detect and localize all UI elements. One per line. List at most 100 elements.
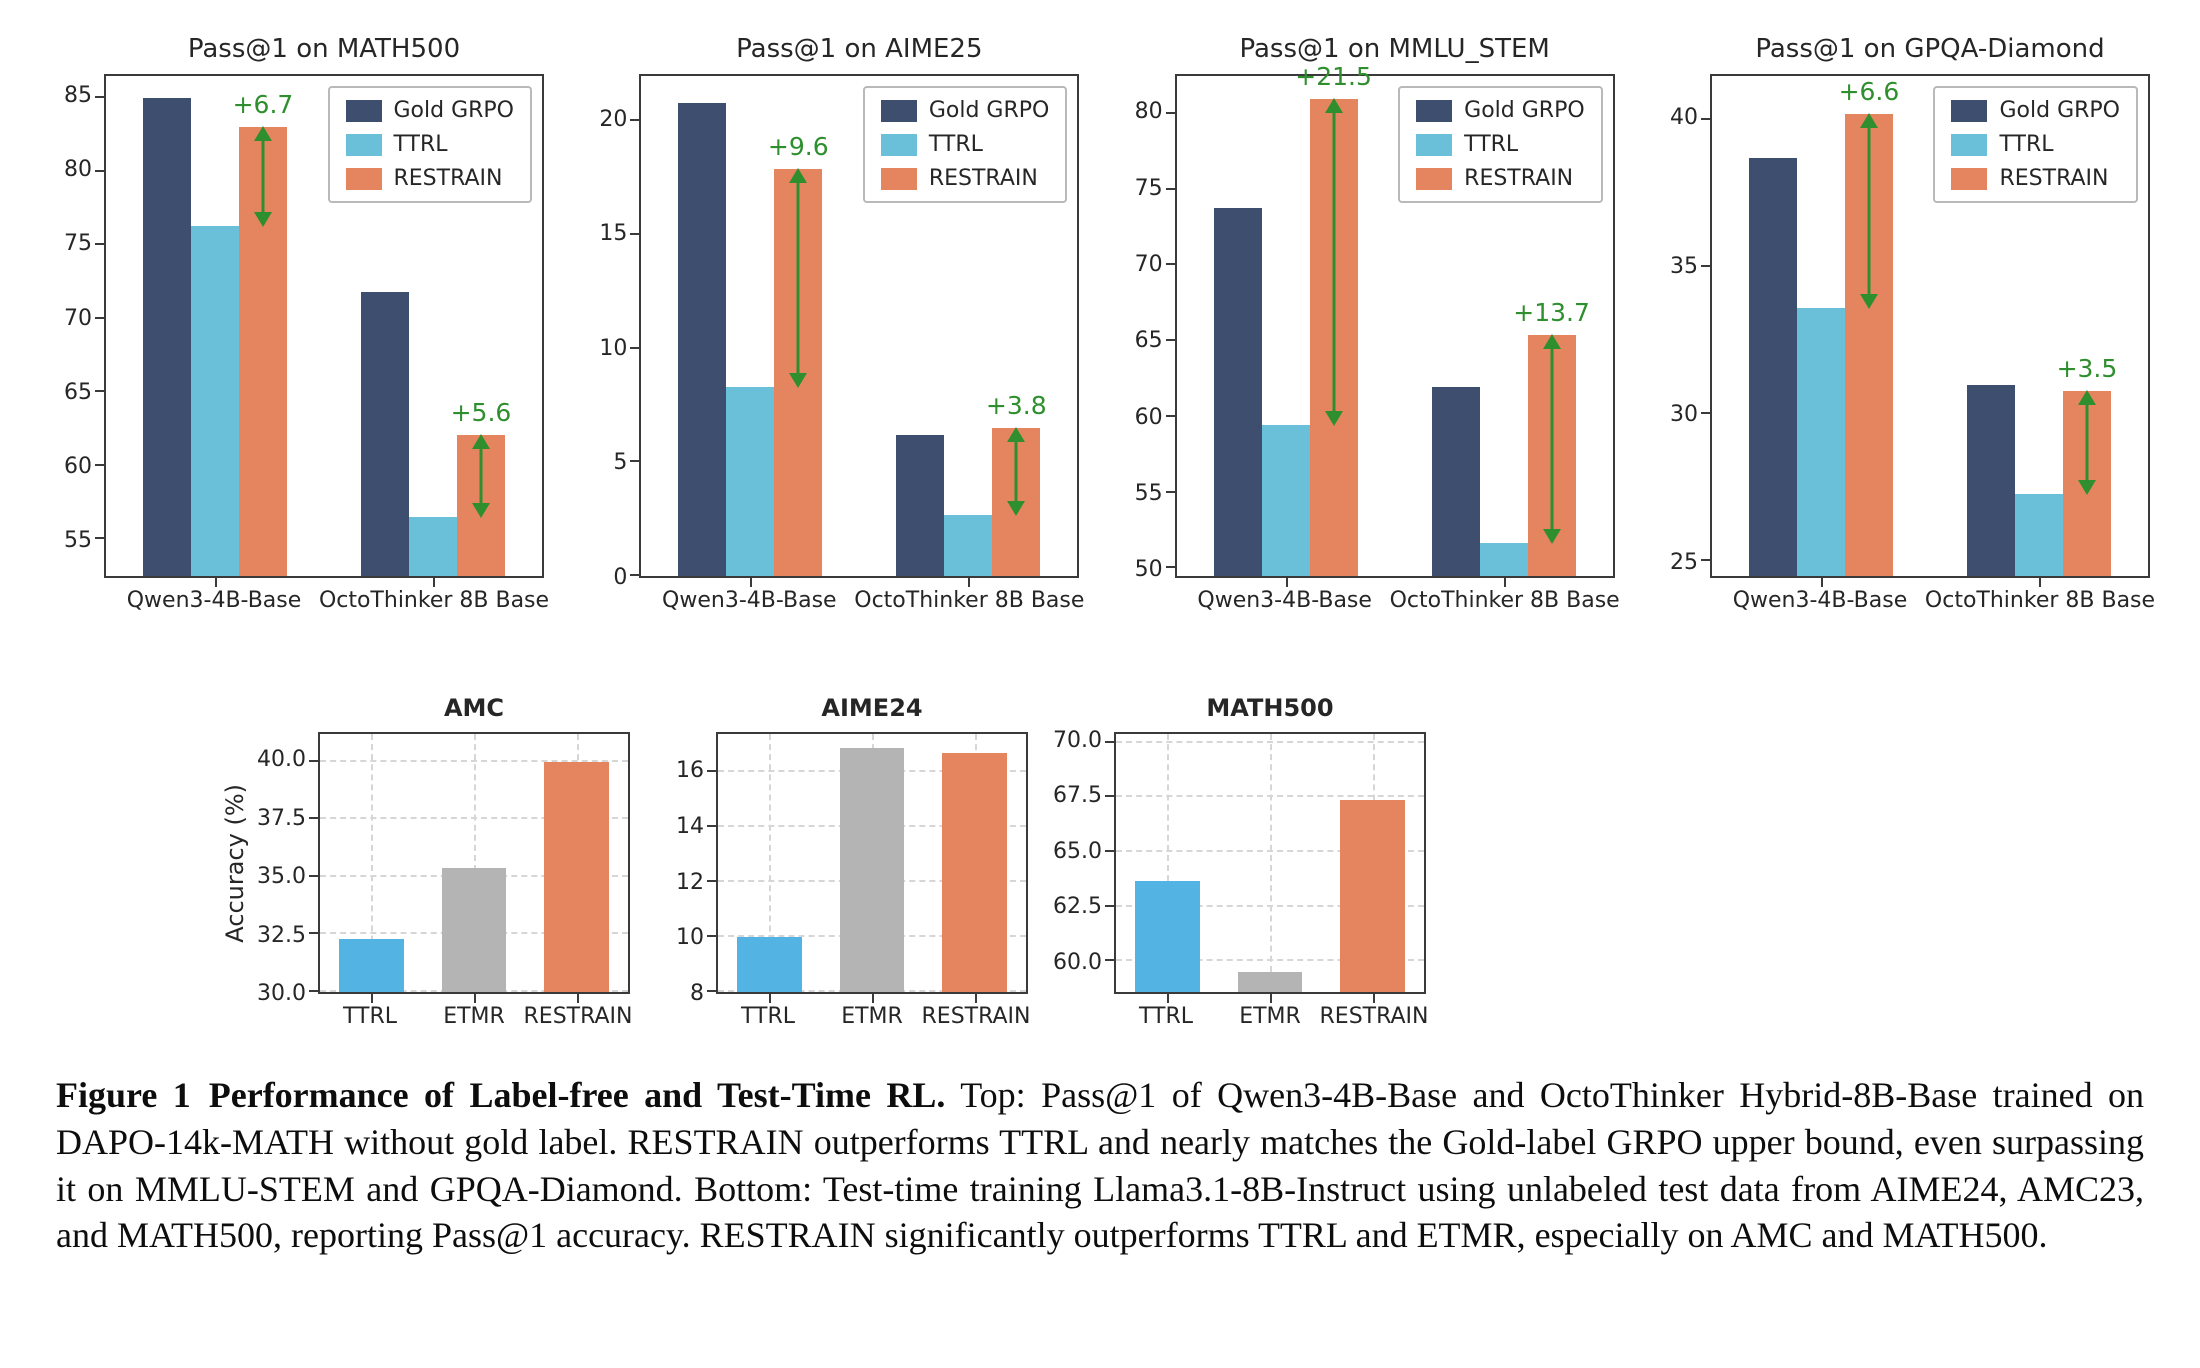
chart-body: 55 60 65 70 75 80 85 +6.7 +5.6 Gold GRPO TTRL RESTR… (50, 74, 544, 587)
x-category-label: ETMR (841, 1004, 903, 1029)
x-category-label: TTRL (740, 1004, 796, 1029)
plot-area: +6.6 +3.5 Gold GRPO TTRL RESTRAIN (1700, 74, 2150, 587)
bar-ttrl (1797, 308, 1845, 576)
caption-bold-title: Performance of Label-free and Test-Time … (208, 1075, 946, 1115)
arrow-line (1550, 346, 1554, 532)
y-tick-mark (1105, 850, 1114, 853)
chart-title: Pass@1 on MMLU_STEM (1239, 34, 1550, 64)
arrow-head-down-icon (2077, 479, 2096, 495)
x-axis-labels: TTRL ETMR RESTRAIN (716, 994, 1031, 1032)
bar-ttrl (1134, 880, 1200, 992)
gridline-vertical (371, 734, 374, 992)
x-category-label: OctoThinker 8B Base (318, 588, 550, 613)
legend: Gold GRPO TTRL RESTRAIN (862, 86, 1068, 203)
legend-item: Gold GRPO (1951, 98, 2120, 123)
legend-item: TTRL (1416, 132, 1585, 157)
y-tick-mark (309, 759, 318, 762)
chart-title: AMC (443, 694, 505, 722)
x-tick-mark (1820, 578, 1823, 587)
legend-swatch (345, 99, 382, 122)
legend-item: TTRL (880, 132, 1050, 157)
arrow-head-down-icon (253, 212, 272, 227)
bar-gold-grpo (1431, 386, 1480, 576)
x-tick-mark (1372, 994, 1375, 1003)
y-tick-label: 55 (64, 527, 92, 553)
chart-pass1-gpqa-diamond: Pass@1 on GPQA-Diamond 25 30 35 40 +6.6 +3.5 Go… (1656, 34, 2155, 616)
bar-etmr (441, 867, 507, 992)
bar-gold-grpo (1967, 384, 2015, 576)
arrow-line (1332, 109, 1336, 414)
y-tick-label: 8 (690, 981, 704, 1006)
y-tick-label: 14 (676, 813, 704, 839)
x-category-label: TTRL (342, 1004, 398, 1029)
gridline-vertical (1167, 734, 1170, 992)
x-tick-mark (371, 994, 374, 1003)
legend-swatch (880, 99, 917, 122)
y-tick-label: 60 (64, 453, 92, 479)
legend-label: RESTRAIN (1999, 166, 2109, 191)
chart-title: MATH500 (1206, 694, 1334, 722)
y-tick-label: 10 (599, 335, 628, 361)
plot-area: +9.6 +3.8 Gold GRPO TTRL RESTRAIN (630, 74, 1080, 587)
legend-item: Gold GRPO (880, 98, 1050, 123)
arrow-head-up-icon (2077, 389, 2096, 405)
x-category-label: TTRL (1138, 1004, 1194, 1029)
y-tick-mark (1700, 412, 1710, 415)
legend-item: TTRL (1951, 132, 2120, 157)
y-tick-mark (630, 460, 640, 463)
bar-ttrl (736, 937, 802, 992)
y-tick-label: 65.0 (1053, 838, 1102, 864)
x-tick-mark (215, 578, 217, 587)
y-tick-label: 75 (1134, 175, 1163, 201)
y-tick-mark (1700, 559, 1710, 562)
y-tick-label: 80 (1134, 99, 1163, 125)
y-tick-label: 62.5 (1053, 894, 1102, 920)
y-axis: 60.0 62.5 65.0 67.5 70.0 (1048, 729, 1114, 994)
legend-item: RESTRAIN (1416, 166, 1585, 191)
chart-pass1-math500: Pass@1 on MATH500 55 60 65 70 75 80 85 +6.7 +5.6 G… (50, 34, 549, 616)
x-tick-mark (1503, 578, 1506, 587)
y-axis: 30.0 32.5 35.0 37.5 40.0 (252, 732, 318, 1005)
y-axis: 25 30 35 40 (1656, 74, 1710, 578)
y-tick-mark (1165, 187, 1175, 190)
y-tick-label: 35.0 (257, 864, 306, 890)
x-axis-labels: Qwen3-4B-Base OctoThinker 8B Base (639, 578, 1084, 616)
arrow-line (796, 180, 800, 377)
plot-area (1105, 732, 1426, 1003)
x-tick-mark (1167, 994, 1170, 1003)
arrow-line (1867, 125, 1871, 298)
legend-swatch (1416, 167, 1453, 190)
y-tick-label: 65 (64, 379, 92, 405)
legend-label: RESTRAIN (1464, 166, 1574, 191)
y-tick-mark (95, 463, 104, 466)
y-tick-label: 40 (1669, 105, 1698, 131)
chart-title: Pass@1 on GPQA-Diamond (1755, 34, 2105, 64)
bar-gold-grpo (1749, 158, 1797, 576)
plot-area: +6.7 +5.6 Gold GRPO TTRL RESTRAIN (95, 74, 544, 587)
x-category-label: ETMR (443, 1004, 505, 1029)
figure-1: Pass@1 on MATH500 55 60 65 70 75 80 85 +6.7 +5.6 G… (50, 34, 2155, 1255)
y-tick-label: 70 (64, 305, 92, 331)
y-tick-mark (309, 990, 318, 992)
bar-gold-grpo (1213, 207, 1262, 576)
x-tick-mark (433, 578, 435, 587)
y-tick-label: 0 (613, 565, 628, 590)
legend-label: Gold GRPO (928, 98, 1050, 123)
legend-label: TTRL (1999, 132, 2054, 157)
bar-restrain (942, 753, 1007, 992)
y-axis: 0 5 10 15 20 (585, 74, 639, 588)
legend-swatch (345, 133, 382, 156)
y-axis: 50 55 60 65 70 75 80 (1121, 74, 1175, 581)
x-tick-mark (1270, 994, 1272, 1003)
arrow-head-down-icon (1859, 294, 1878, 310)
y-tick-mark (1165, 263, 1175, 266)
bar-ttrl (1479, 542, 1528, 576)
arrow-head-up-icon (1859, 113, 1878, 129)
y-tick-mark (1700, 118, 1710, 121)
bar-gold-grpo (361, 292, 409, 576)
x-tick-mark (474, 994, 476, 1003)
bar-ttrl (944, 514, 993, 576)
x-axis-labels: TTRL ETMR RESTRAIN (318, 994, 633, 1032)
legend-swatch (1416, 99, 1453, 122)
y-axis-label: Accuracy (%) (218, 732, 252, 994)
